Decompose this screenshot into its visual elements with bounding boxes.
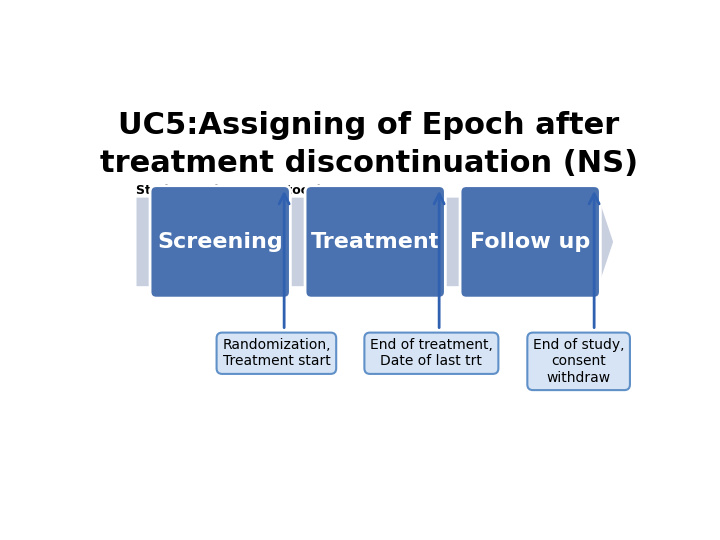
- FancyBboxPatch shape: [305, 186, 446, 298]
- FancyBboxPatch shape: [460, 186, 600, 298]
- Text: Follow up: Follow up: [470, 232, 590, 252]
- Text: End of study,
consent
withdraw: End of study, consent withdraw: [533, 338, 624, 384]
- Text: UC5:Assigning of Epoch after
treatment discontinuation (NS): UC5:Assigning of Epoch after treatment d…: [100, 111, 638, 178]
- Polygon shape: [137, 184, 613, 300]
- Text: Study epochs per protocol:: Study epochs per protocol:: [137, 184, 326, 197]
- FancyBboxPatch shape: [150, 186, 290, 298]
- Text: Treatment: Treatment: [310, 232, 440, 252]
- Text: End of treatment,
Date of last trt: End of treatment, Date of last trt: [370, 338, 492, 368]
- Text: Screening: Screening: [158, 232, 283, 252]
- Text: Randomization,
Treatment start: Randomization, Treatment start: [222, 338, 330, 368]
